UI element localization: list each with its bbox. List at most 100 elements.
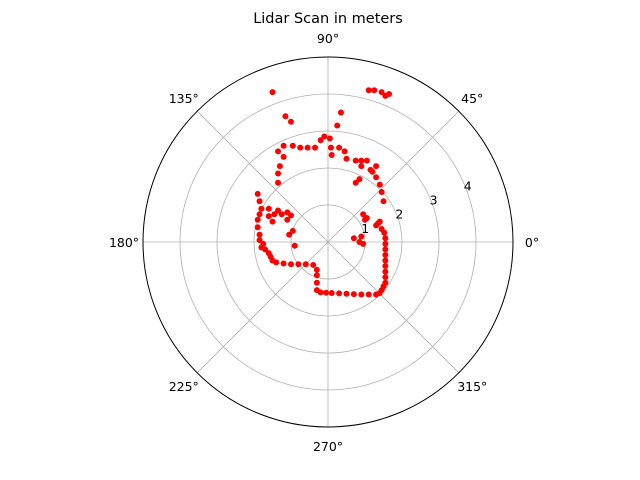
scan-point	[288, 261, 294, 268]
scan-point	[265, 250, 272, 257]
scan-point	[352, 179, 359, 186]
scan-point	[336, 290, 343, 297]
grid-spoke	[196, 110, 329, 243]
scan-point	[310, 261, 317, 268]
scan-point	[382, 246, 389, 253]
scan-point	[275, 170, 282, 177]
scan-point	[373, 291, 380, 298]
scan-point	[376, 181, 383, 188]
theta-tick-label: 45°	[461, 91, 483, 106]
scan-point	[302, 261, 309, 268]
scan-point	[260, 240, 267, 247]
scan-point	[265, 213, 272, 220]
scan-point	[371, 87, 378, 94]
scan-point	[365, 291, 372, 298]
scan-point	[323, 289, 330, 296]
scan-point	[365, 87, 372, 94]
scan-point	[382, 257, 389, 264]
scan-point	[382, 274, 389, 281]
scan-point	[358, 157, 365, 164]
polar-axes-frame	[142, 56, 514, 428]
scan-point	[380, 198, 387, 205]
scan-point	[341, 148, 348, 155]
scan-point	[382, 240, 389, 247]
scan-point	[373, 163, 380, 170]
theta-tick-label: 90°	[317, 31, 339, 46]
scan-point	[254, 224, 261, 231]
scan-point	[360, 240, 367, 247]
scan-point	[280, 153, 287, 160]
grid-spoke	[196, 241, 329, 374]
scan-point	[328, 290, 335, 297]
scan-point	[275, 207, 282, 214]
scan-point	[271, 211, 278, 218]
theta-tick-label: 180°	[109, 235, 139, 250]
theta-tick-label: 270°	[313, 439, 343, 454]
scan-point	[382, 263, 389, 270]
grid-spoke	[327, 110, 460, 243]
scan-point	[275, 148, 282, 155]
chart-title: Lidar Scan in meters	[253, 11, 403, 27]
scan-point	[363, 157, 370, 164]
scan-point	[295, 261, 302, 268]
scan-point	[381, 229, 388, 236]
scan-point	[312, 144, 319, 151]
scan-point	[362, 216, 368, 223]
scan-point	[289, 227, 296, 234]
scan-point	[282, 113, 289, 120]
scan-point	[317, 137, 324, 144]
scan-point	[336, 144, 343, 151]
scan-point	[378, 189, 385, 196]
scan-point	[269, 218, 276, 225]
scan-point	[297, 144, 304, 151]
scan-point	[254, 190, 261, 197]
scan-point	[256, 211, 263, 218]
scan-point	[343, 155, 350, 162]
scan-point	[350, 291, 357, 298]
r-tick-label: 1	[361, 221, 369, 236]
grid-spoke	[327, 241, 460, 374]
r-tick-label: 3	[430, 193, 438, 208]
r-tick-label: 4	[464, 178, 472, 193]
scan-point	[278, 211, 285, 218]
scan-point	[291, 242, 298, 249]
scan-point	[284, 209, 291, 216]
theta-tick-label: 225°	[169, 379, 199, 394]
scan-point	[343, 290, 350, 297]
scan-point	[256, 198, 263, 205]
scan-point	[286, 231, 293, 238]
scan-point	[356, 176, 363, 183]
scan-point	[280, 142, 287, 149]
scan-point	[360, 211, 367, 218]
scan-point	[334, 122, 341, 129]
angular-tick-labels: 0° 45° 90° 135° 180° 225° 270° 315°	[109, 31, 539, 454]
scan-point	[352, 157, 359, 164]
scan-point	[276, 163, 283, 170]
scan-point	[358, 163, 365, 170]
scan-point	[373, 174, 380, 181]
scan-point	[275, 179, 282, 186]
scan-point	[382, 268, 389, 275]
theta-tick-label: 135°	[169, 91, 199, 106]
scan-point	[378, 89, 385, 96]
theta-tick-label: 0°	[525, 235, 539, 250]
scan-point	[328, 152, 335, 159]
scan-point	[313, 266, 320, 273]
scan-point	[313, 287, 320, 294]
scan-point	[258, 205, 265, 212]
scan-point	[382, 251, 389, 258]
r-tick-label: 2	[395, 207, 403, 222]
scan-point	[284, 216, 291, 223]
scan-point	[326, 135, 333, 142]
scan-point	[313, 279, 320, 286]
scan-point	[337, 109, 344, 116]
scan-point	[265, 205, 272, 212]
scan-point	[369, 168, 376, 175]
scan-point	[373, 222, 380, 229]
scan-point	[327, 144, 334, 151]
scan-point	[382, 235, 389, 242]
scan-point	[289, 142, 296, 149]
scan-point	[321, 133, 328, 140]
scan-point	[288, 118, 294, 125]
polar-grid	[143, 57, 513, 427]
